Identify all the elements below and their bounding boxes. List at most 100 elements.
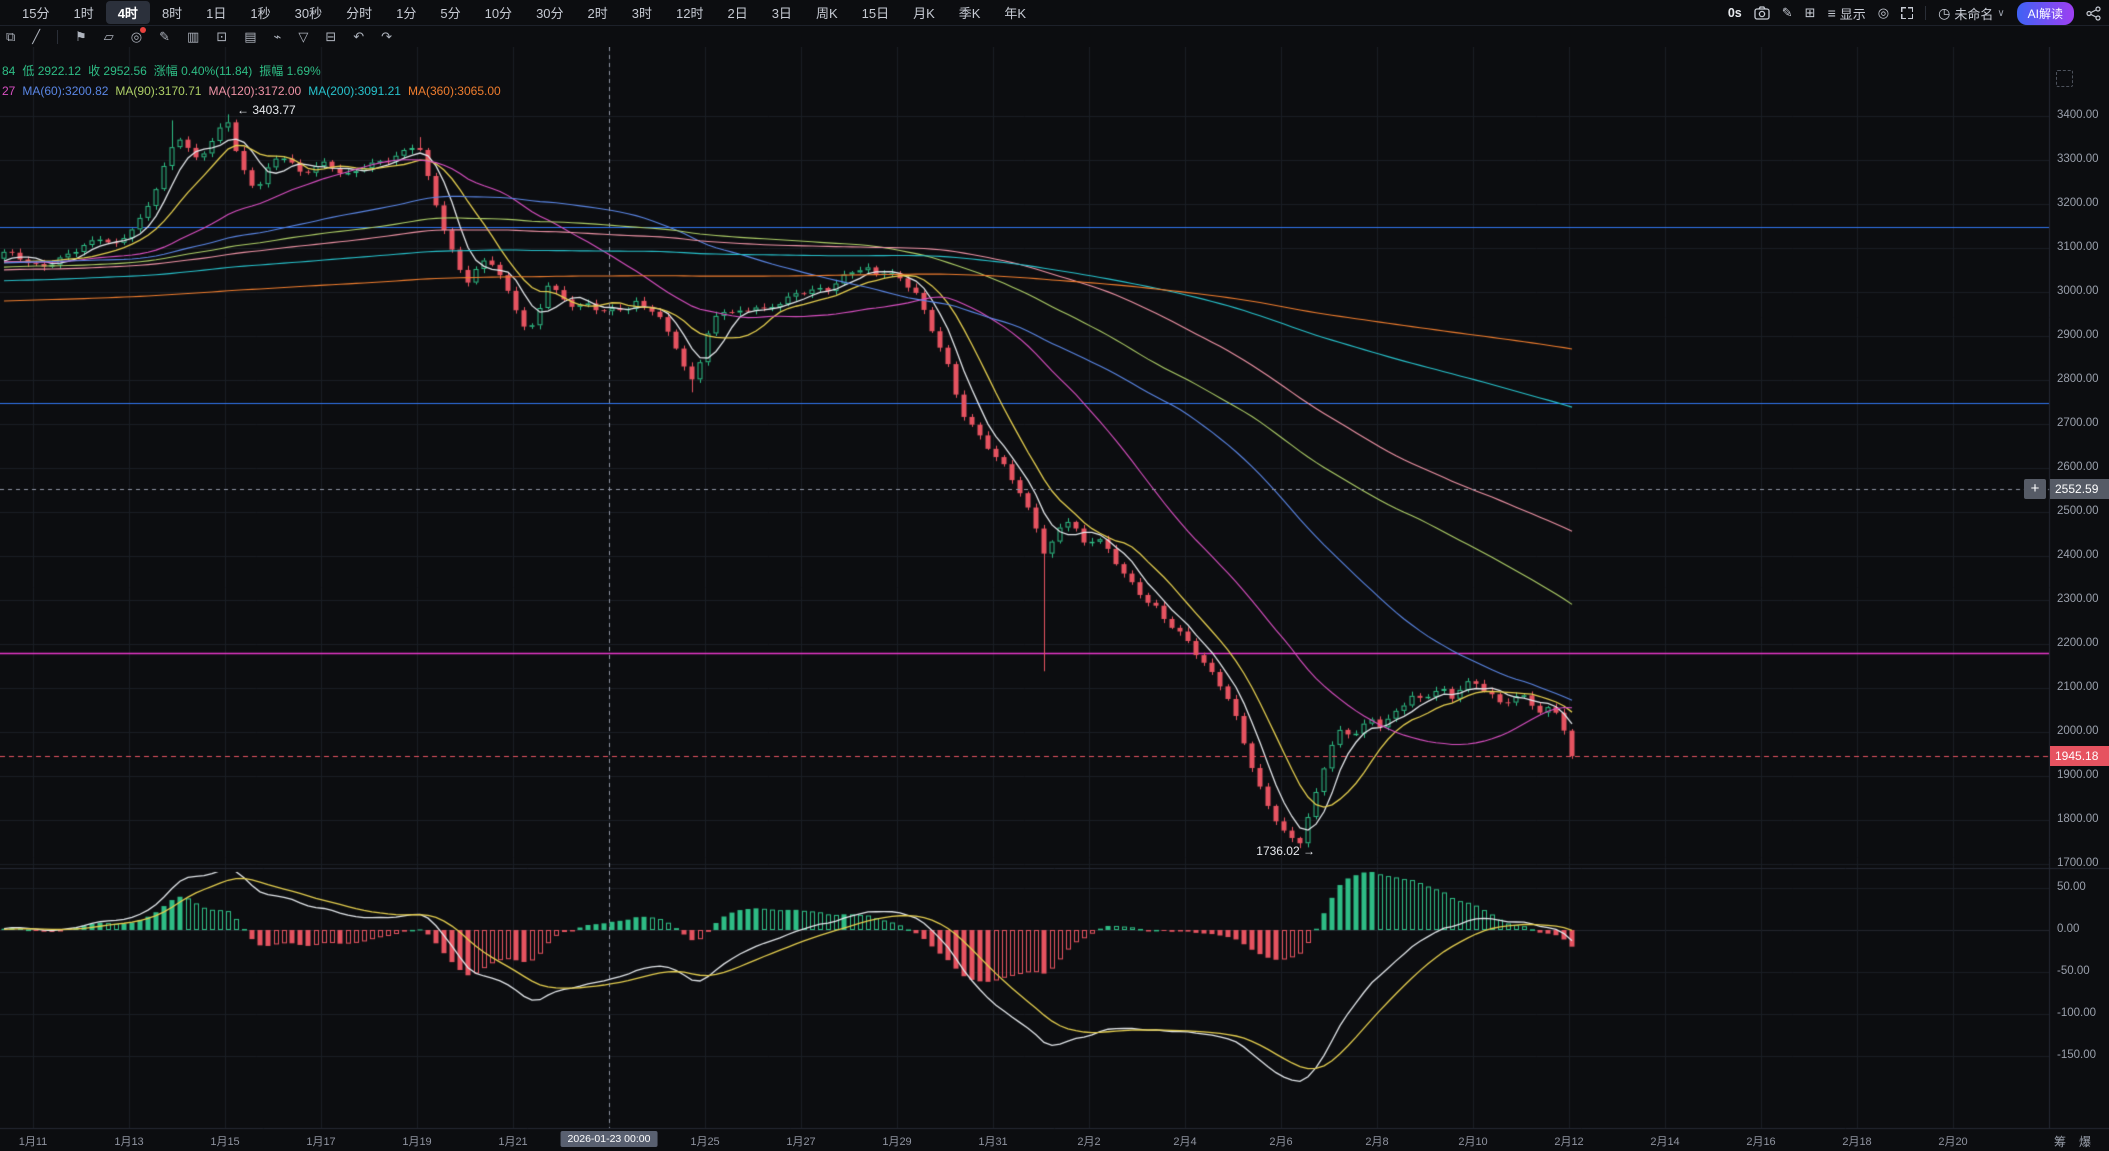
date-axis-tick: 1月31 xyxy=(978,1136,1008,1148)
date-axis-tick: 2月10 xyxy=(1458,1136,1488,1148)
price-axis-tick: 1900.00 xyxy=(2057,769,2099,781)
ma-lead: 27 xyxy=(2,84,16,98)
timeframe-button-4时[interactable]: 4时 xyxy=(105,1,150,24)
pattern-icon[interactable]: ▥ xyxy=(187,29,200,44)
timeframe-button-1分[interactable]: 1分 xyxy=(396,6,417,21)
price-axis-tick: 2800.00 xyxy=(2057,373,2099,385)
price-axis-tick: 3200.00 xyxy=(2057,197,2099,209)
price-axis-tick: 1700.00 xyxy=(2057,857,2099,869)
share-icon xyxy=(2086,5,2101,21)
candle-countdown: 0s xyxy=(1727,6,1742,20)
display-settings-button[interactable]: ≡ 显示 xyxy=(1828,4,1866,23)
timeframe-button-8时[interactable]: 8时 xyxy=(161,6,183,21)
timeframe-button-1时[interactable]: 1时 xyxy=(73,6,94,21)
timeframe-button-15日[interactable]: 15日 xyxy=(861,6,890,21)
date-axis-tick: 2月16 xyxy=(1746,1136,1776,1148)
pencil-icon[interactable]: ✎ xyxy=(159,29,171,44)
chart-settings-button[interactable]: ◎ xyxy=(1878,5,1889,21)
edit-button[interactable]: ✎ xyxy=(1782,5,1793,21)
ma-legend-item: MA(120):3172.00 xyxy=(208,84,302,98)
price-axis-tick: 2600.00 xyxy=(2057,461,2099,473)
crosshair-add-order-button[interactable]: + xyxy=(2024,478,2046,499)
price-axis-tick: 2000.00 xyxy=(2057,725,2099,737)
ruler-icon[interactable]: ▱ xyxy=(103,29,114,44)
ohlc-lead: 84 xyxy=(2,64,16,78)
screenshot-button[interactable] xyxy=(1754,6,1770,20)
timeframe-button-5分[interactable]: 5分 xyxy=(440,6,461,21)
liquidation-button[interactable]: 爆 xyxy=(2079,1135,2092,1149)
price-axis-tick: 2200.00 xyxy=(2057,637,2099,649)
date-axis-tick: 1月13 xyxy=(114,1136,144,1148)
divider xyxy=(1925,6,1927,20)
fullscreen-icon xyxy=(1901,7,1914,19)
target-icon: ◎ xyxy=(1877,5,1890,20)
timeframe-button-3时[interactable]: 3时 xyxy=(631,6,652,21)
timeframe-button-月K[interactable]: 月K xyxy=(913,6,935,21)
filter-icon[interactable]: ▽ xyxy=(298,29,309,44)
timeframe-button-1秒[interactable]: 1秒 xyxy=(250,6,271,21)
ohlc-item: 收 2952.56 xyxy=(88,64,147,78)
date-axis-tick: 1月21 xyxy=(498,1136,528,1148)
price-axis-tick: 2500.00 xyxy=(2057,505,2099,517)
fullscreen-button[interactable] xyxy=(1901,7,1914,19)
magnet-icon[interactable]: ⌁ xyxy=(273,29,282,44)
trash-icon[interactable]: ⊟ xyxy=(325,29,337,44)
timeframe-button-2时[interactable]: 2时 xyxy=(587,6,608,21)
undo-icon[interactable]: ↶ xyxy=(353,29,365,44)
ma-legend-item: MA(200):3091.21 xyxy=(308,84,401,98)
share-button[interactable] xyxy=(2086,5,2101,21)
notification-dot xyxy=(140,27,147,33)
maximize-pane-icon[interactable] xyxy=(2056,70,2073,87)
layout-menu[interactable]: ◷ 未命名 ∨ xyxy=(1938,4,2005,23)
timeframe-button-3日[interactable]: 3日 xyxy=(771,6,792,21)
price-annotation: 1736.02 → xyxy=(1256,844,1315,858)
header-right-controls: 0s ✎ ⊞ ≡ 显示 ◎ ◷ 未命名 ∨ AI解读 xyxy=(1728,0,2101,26)
divider xyxy=(57,29,59,44)
price-axis-tick: 1800.00 xyxy=(2057,813,2099,825)
timeframe-button-10分[interactable]: 10分 xyxy=(484,6,513,21)
date-axis-tick: 2月14 xyxy=(1650,1136,1680,1148)
timeframe-button-30秒[interactable]: 30秒 xyxy=(294,6,323,21)
date-axis-tick: 1月27 xyxy=(786,1136,816,1148)
timeframe-button-30分[interactable]: 30分 xyxy=(536,6,564,21)
timeframe-button-15分[interactable]: 15分 xyxy=(22,6,50,21)
macd-axis-tick: -100.00 xyxy=(2057,1007,2097,1019)
date-axis-tick: 1月15 xyxy=(210,1136,240,1148)
plus-square-icon: ⊞ xyxy=(1804,5,1816,20)
lock-icon[interactable]: ⊡ xyxy=(216,29,228,44)
price-axis-tick: 2100.00 xyxy=(2057,681,2099,693)
chip-distribution-button[interactable]: 筹 xyxy=(2054,1135,2067,1149)
date-axis-tick: 2月12 xyxy=(1554,1136,1584,1148)
price-annotation: ← 3403.77 xyxy=(237,103,296,117)
pencil-icon: ✎ xyxy=(1781,5,1793,20)
ohlc-item: 低 2922.12 xyxy=(22,64,82,78)
macd-axis-tick: -150.00 xyxy=(2057,1049,2097,1061)
macd-axis-tick: 0.00 xyxy=(2057,923,2080,935)
add-pane-button[interactable]: ⊞ xyxy=(1805,5,1816,21)
timeframe-button-分时[interactable]: 分时 xyxy=(346,6,373,21)
notes-icon[interactable]: ▤ xyxy=(244,29,257,44)
bookmark-icon[interactable]: ⚑ xyxy=(75,29,87,44)
timeframe-button-季K[interactable]: 季K xyxy=(958,6,981,21)
ai-analysis-button[interactable]: AI解读 xyxy=(2016,1,2074,25)
price-axis-tick: 2300.00 xyxy=(2057,593,2099,605)
ma-legend-item: MA(360):3065.00 xyxy=(407,84,501,98)
menu-icon: ≡ xyxy=(1827,5,1836,21)
date-axis-tick: 1月11 xyxy=(18,1136,48,1148)
trend-line-icon[interactable]: ╱ xyxy=(32,29,41,44)
edit-chart-icon[interactable]: ⧉ xyxy=(6,29,16,44)
date-axis-tick: 2月6 xyxy=(1269,1136,1293,1148)
zoom-search-icon[interactable]: ◎ xyxy=(131,27,147,43)
timeframe-button-12时[interactable]: 12时 xyxy=(676,6,704,21)
ohlc-item: 涨幅 0.40%(11.84) xyxy=(153,64,253,78)
price-axis-tick: 2700.00 xyxy=(2057,417,2099,429)
timeframe-button-年K[interactable]: 年K xyxy=(1004,6,1027,21)
timeframe-button-1日[interactable]: 1日 xyxy=(206,6,227,21)
timeframe-button-2日[interactable]: 2日 xyxy=(727,6,748,21)
date-axis-tick: 2月20 xyxy=(1938,1136,1968,1148)
timeframe-button-周K[interactable]: 周K xyxy=(815,6,838,21)
crosshair-price-label: 2552.59 xyxy=(2050,478,2109,499)
redo-icon[interactable]: ↷ xyxy=(381,29,393,44)
